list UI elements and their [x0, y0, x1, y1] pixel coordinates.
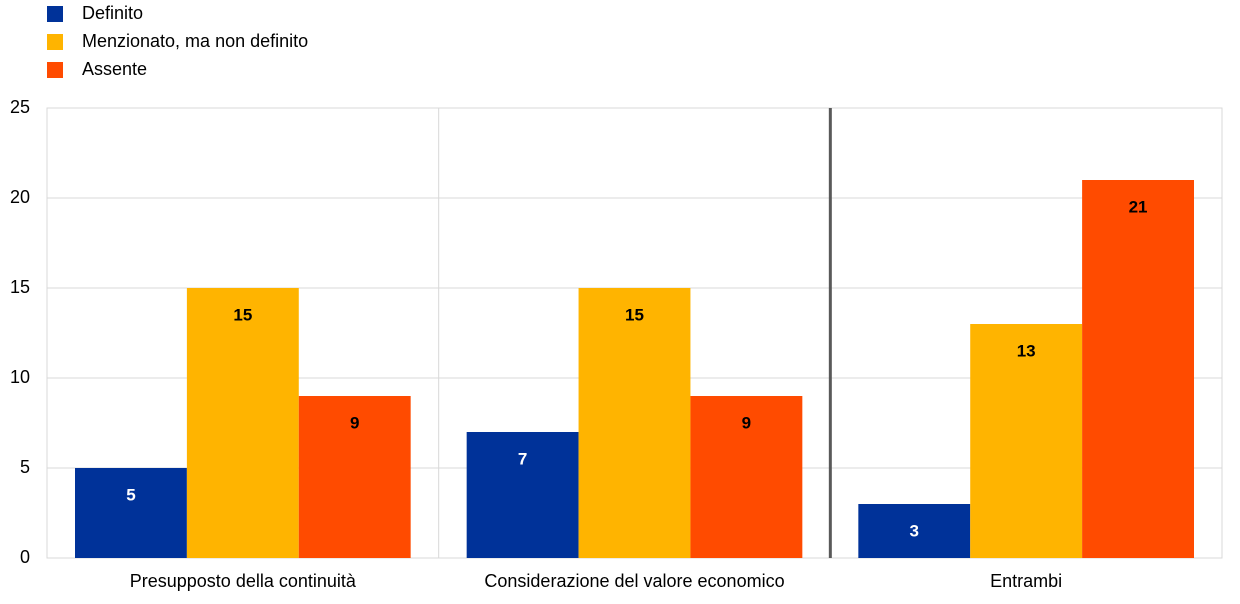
- bar: [578, 288, 691, 558]
- data-label: 5: [126, 485, 135, 504]
- bar: [466, 432, 579, 558]
- legend-swatch: [47, 62, 63, 78]
- legend-label: Definito: [82, 3, 143, 23]
- bar: [690, 396, 803, 558]
- x-tick-label: Entrambi: [990, 571, 1062, 591]
- y-tick-label: 15: [10, 277, 30, 297]
- legend-swatch: [47, 6, 63, 22]
- y-tick-label: 0: [20, 547, 30, 567]
- data-label: 9: [350, 413, 359, 432]
- bar: [858, 504, 971, 558]
- bar: [75, 468, 187, 558]
- data-label: 15: [233, 305, 252, 324]
- y-tick-label: 25: [10, 97, 30, 117]
- bar: [186, 288, 299, 558]
- data-label: 13: [1017, 341, 1036, 360]
- data-label: 15: [625, 305, 644, 324]
- bar: [970, 324, 1083, 558]
- data-label: 3: [910, 521, 919, 540]
- data-label: 21: [1129, 197, 1148, 216]
- bar: [298, 396, 411, 558]
- data-label: 9: [742, 413, 751, 432]
- x-tick-label: Presupposto della continuità: [130, 571, 357, 591]
- x-tick-label: Considerazione del valore economico: [484, 571, 784, 591]
- y-tick-label: 20: [10, 187, 30, 207]
- legend-swatch: [47, 34, 63, 50]
- bar: [1082, 180, 1194, 558]
- data-label: 7: [518, 449, 527, 468]
- legend-label: Assente: [82, 59, 147, 79]
- y-tick-label: 10: [10, 367, 30, 387]
- y-tick-label: 5: [20, 457, 30, 477]
- legend-label: Menzionato, ma non definito: [82, 31, 308, 51]
